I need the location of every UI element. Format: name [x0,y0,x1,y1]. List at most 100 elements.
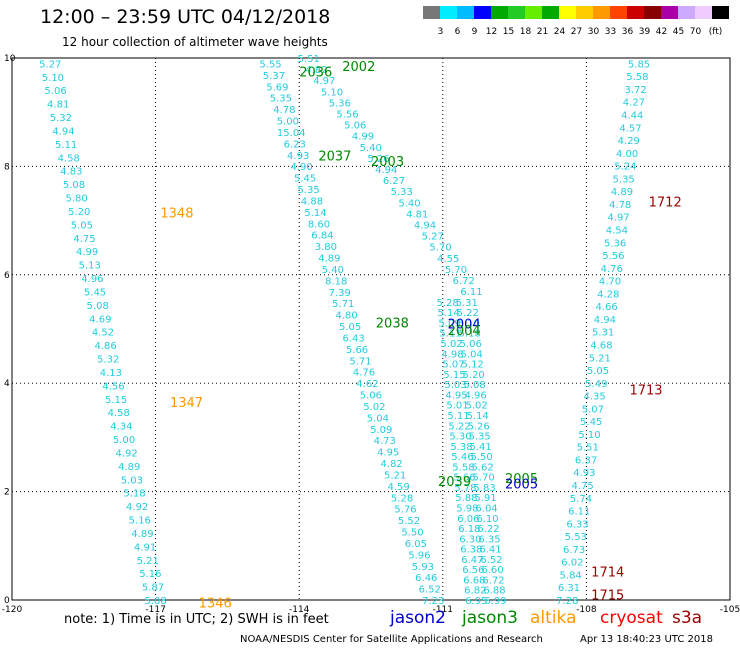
swh-value-label: 6.72 [453,276,475,287]
plot-frame [11,57,731,601]
swh-value-label: 4.75 [73,234,95,245]
legend-altika: altika [530,608,577,628]
swh-value-label: 4.88 [301,196,323,207]
swh-value-label: 5.35 [297,185,319,196]
swh-value-label: 6.11 [460,287,482,298]
colorbar-label: 39 [638,27,651,37]
swh-value-label: 5.28 [436,298,458,309]
swh-value-label: 5.50 [470,452,492,463]
swh-value-label: 6.52 [419,585,441,596]
swh-value-label: 5.91 [474,493,496,504]
swh-value-label: 5.16 [139,569,161,580]
colorbar-label: 21 [536,27,549,37]
swh-value-label: 5.09 [438,318,460,329]
colorbar-label: 24 [553,27,566,37]
pass-number-label: 1713 [629,384,662,399]
swh-value-label: 5.45 [294,174,316,185]
swh-value-label: 5.69 [266,82,288,93]
swh-value-label: 5.24 [614,162,636,173]
swh-value-label: 4.78 [609,200,631,211]
swh-value-label: 5.14 [304,208,326,219]
swh-value-label: 7.23 [422,596,444,607]
swh-value-label: 5.02 [466,401,488,412]
swh-value-label: 5.51 [298,54,320,65]
swh-value-label: 5.05 [71,220,93,231]
colorbar-label: (ft) [708,27,723,37]
swh-value-label: 4.56 [102,381,124,392]
swh-value-label: 5.49 [585,379,607,390]
chart-subtitle: 12 hour collection of altimeter wave hei… [62,35,328,49]
swh-value-label: 5.33 [391,187,413,198]
swh-value-label: 5.28 [391,493,413,504]
swh-value-label: 4.58 [108,408,130,419]
swh-value-label: 5.62 [471,462,493,473]
chart-title: 12:00 – 23:59 UTC 04/12/2018 [40,6,331,28]
swh-value-label: 6.56 [462,565,484,576]
legend-cryosat: cryosat [600,608,663,628]
swh-value-label: 4.92 [126,502,148,513]
swh-value-label: 5.15 [105,395,127,406]
legend-jason2: jason2 [390,608,446,628]
swh-value-label: 5.93 [412,562,434,573]
swh-value-label: 4.94 [594,315,616,326]
colorbar-swatch [457,6,474,19]
swh-value-label: 5.35 [613,174,635,185]
swh-value-label: 4.69 [89,314,111,325]
swh-value-label: 4.99 [352,132,374,143]
swh-value-label: 4.94 [52,126,74,137]
swh-value-label: 4.93 [287,151,309,162]
pass-number-label: 2038 [376,316,409,331]
colorbar-label: 6 [454,27,461,37]
y-tick-label: 6 [4,271,10,281]
swh-value-label: 5.06 [360,391,382,402]
colorbar-label: 70 [689,27,702,37]
swh-value-label: 6.99 [484,596,506,607]
pass-number-label: 1348 [160,206,193,221]
swh-value-label: 5.31 [592,328,614,339]
swh-value-label: 5.46 [451,452,473,463]
swh-value-label: 6.18 [458,524,480,535]
swh-value-label: 4.94 [375,165,397,176]
colorbar-swatch [593,6,610,19]
swh-value-label: 4.52 [92,328,114,339]
swh-value-label: 5.11 [439,329,461,340]
swh-value-label: 5.11 [447,411,469,422]
swh-value-label: 5.36 [604,238,626,249]
swh-value-label: 5.40 [398,198,420,209]
colorbar-label: 27 [570,27,583,37]
colorbar-label: 42 [655,27,668,37]
swh-value-label: 4.89 [318,254,340,265]
swh-value-label: 4.44 [621,111,643,122]
pass-number-label: 2004 [448,324,481,339]
swh-value-label: 5.21 [137,556,159,567]
swh-value-label: 5.02 [363,402,385,413]
swh-value-label: 4.66 [595,302,617,313]
colorbar-swatch [542,6,559,19]
swh-value-label: 7.39 [329,288,351,299]
colorbar-swatch [610,6,627,19]
swh-value-label: 6.84 [311,231,333,242]
swh-value-label: 4.90 [291,162,313,173]
generated-timestamp: Apr 13 18:40:23 UTC 2018 [580,634,713,645]
swh-value-label: 5.26 [367,154,389,165]
swh-value-label: 5.22 [457,308,479,319]
swh-value-label: 5.22 [448,421,470,432]
swh-value-label: 4.98 [441,349,463,360]
swh-value-label: 5.45 [84,287,106,298]
swh-value-label: 5.20 [68,207,90,218]
pass-number-label: 2002 [342,60,375,75]
swh-value-label: 5.08 [87,301,109,312]
swh-value-label: 5.71 [332,299,354,310]
x-tick-label: -111 [433,605,453,615]
swh-value-label: 6.04 [475,503,497,514]
colorbar-label: 33 [604,27,617,37]
swh-value-label: 5.00 [277,117,299,128]
swh-value-label: 6.82 [464,586,486,597]
units-note: note: 1) Time is in UTC; 2) SWH is in fe… [64,612,329,627]
colorbar-swatch [491,6,508,19]
swh-value-label: 5.71 [349,356,371,367]
pass-number-label: 2005 [505,477,538,492]
swh-value-label: 5.84 [560,570,582,581]
swh-value-label: 4.82 [381,459,403,470]
